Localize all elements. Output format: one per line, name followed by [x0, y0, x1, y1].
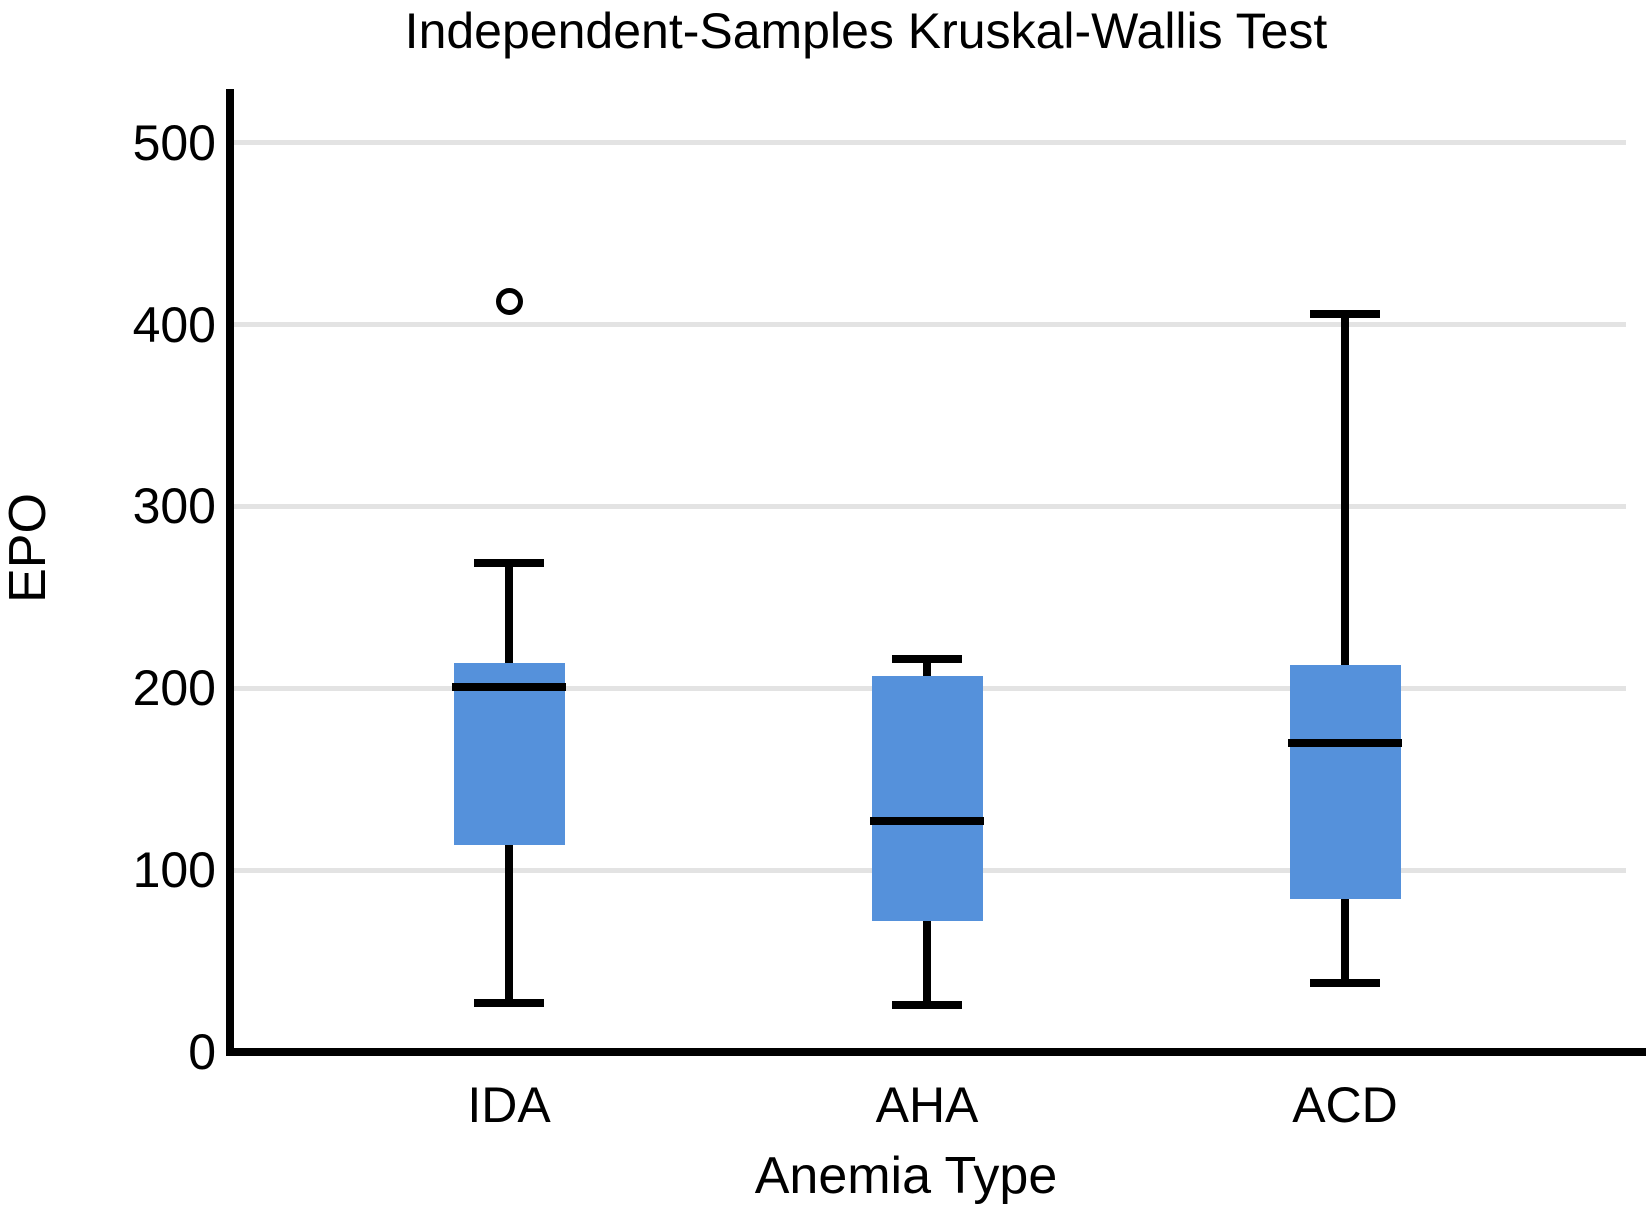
x-category-label: IDA	[467, 1077, 551, 1133]
y-tick-label: 100	[132, 842, 216, 899]
upper-whisker-cap	[892, 655, 962, 664]
lower-whisker-cap	[1310, 978, 1380, 987]
y-tick-label: 400	[132, 296, 216, 353]
lower-whisker-cap	[474, 998, 544, 1007]
chart-title: Independent-Samples Kruskal-Wallis Test	[404, 3, 1328, 59]
x-category-label: ACD	[1292, 1077, 1398, 1133]
median-line	[452, 682, 566, 691]
y-gridline	[234, 140, 1626, 146]
y-tick-label: 0	[188, 1024, 216, 1080]
lower-whisker-cap	[892, 1000, 962, 1009]
y-gridline	[234, 322, 1626, 328]
iqr-box	[1289, 664, 1401, 900]
iqr-box	[871, 675, 983, 922]
upper-whisker-cap	[1310, 309, 1380, 318]
y-tick-label: 500	[132, 114, 216, 171]
x-axis-line	[226, 1048, 1646, 1056]
y-gridline	[234, 503, 1626, 509]
y-axis-line	[226, 89, 234, 1056]
x-category-label: AHA	[875, 1077, 979, 1133]
upper-whisker-cap	[474, 558, 544, 567]
median-line	[870, 817, 984, 826]
median-line	[1288, 738, 1402, 747]
y-tick-label: 300	[132, 478, 216, 535]
x-axis-label: Anemia Type	[754, 1147, 1058, 1205]
y-tick-label: 200	[132, 660, 216, 717]
whisker-line	[1341, 313, 1349, 983]
iqr-box	[453, 662, 565, 845]
outlier-point	[495, 287, 523, 315]
